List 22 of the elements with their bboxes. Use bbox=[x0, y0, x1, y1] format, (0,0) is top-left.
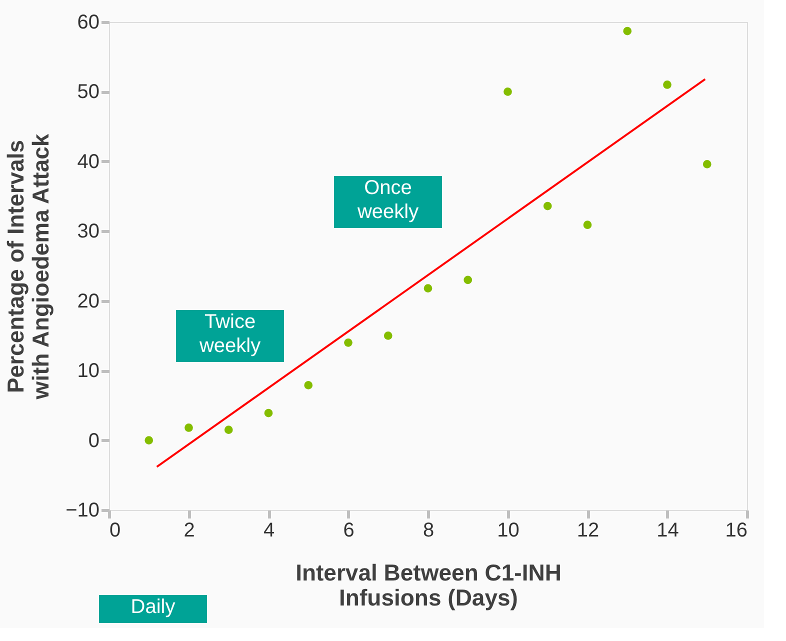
x-tick-label: 14 bbox=[656, 520, 679, 542]
x-tick-label: 16 bbox=[725, 520, 748, 542]
y-tick-label: 30 bbox=[77, 220, 100, 243]
x-tick-label: 8 bbox=[422, 520, 434, 542]
x-tick-label: 12 bbox=[576, 520, 600, 542]
y-axis-title: Percentage of Intervals with Angioedema Attack bbox=[2, 134, 54, 400]
x-tick-label: 0 bbox=[110, 520, 121, 542]
y-tick-label: 40 bbox=[77, 150, 100, 173]
y-tick-label: 20 bbox=[77, 290, 100, 312]
y-tick-label: 50 bbox=[77, 81, 100, 104]
x-tick-label: 2 bbox=[184, 520, 195, 542]
text: Daily bbox=[130, 596, 176, 618]
x-axis-title: Interval Between C1-INH Infusions (Days) bbox=[296, 560, 562, 610]
annotation: Twice weekly bbox=[198, 311, 261, 357]
y-tick-label: 60 bbox=[77, 12, 100, 34]
x-tick-label: 6 bbox=[343, 520, 354, 542]
y-tick-label: −10 bbox=[66, 500, 100, 522]
annotation: Once weekly bbox=[356, 177, 419, 223]
x-tick-label: 10 bbox=[497, 520, 520, 542]
y-tick-label: 0 bbox=[88, 430, 100, 452]
y-tick-label: 10 bbox=[77, 360, 100, 382]
x-tick-label: 4 bbox=[263, 520, 275, 542]
